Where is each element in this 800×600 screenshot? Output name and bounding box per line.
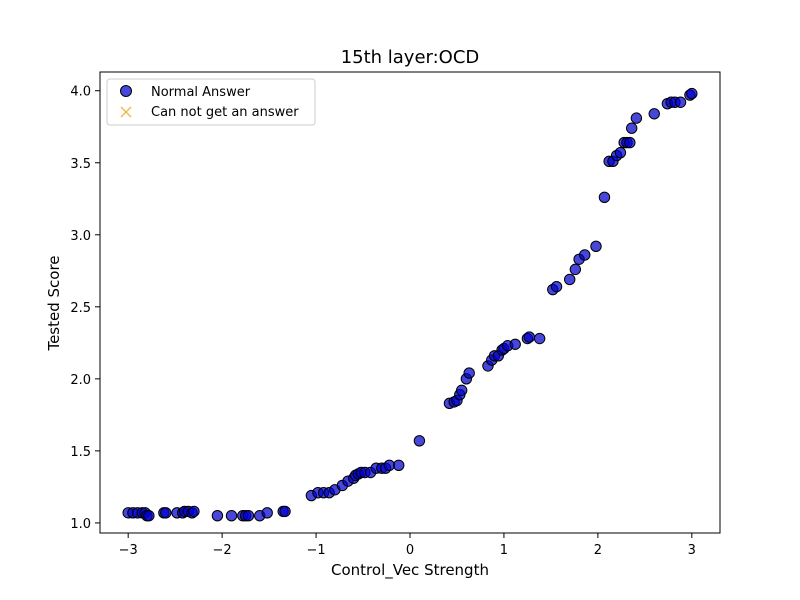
x-tick-label: −2 xyxy=(213,543,232,558)
legend-label-can-not-get-an-answer: Can not get an answer xyxy=(151,105,299,120)
data-point xyxy=(533,332,546,345)
data-point xyxy=(393,459,405,471)
y-tick-label: 3.5 xyxy=(70,157,91,172)
data-point xyxy=(579,249,591,261)
data-point xyxy=(686,87,698,100)
data-point xyxy=(523,331,536,343)
y-tick-label: 1.5 xyxy=(70,445,91,460)
data-point xyxy=(413,435,426,447)
y-tick-label: 2.0 xyxy=(70,373,91,388)
data-point xyxy=(160,507,172,519)
data-point xyxy=(463,367,475,379)
legend-label-normal-answer: Normal Answer xyxy=(151,85,251,100)
x-tick-label: 2 xyxy=(594,543,602,558)
y-axis-ticks: 1.0 1.5 2.0 2.5 3.0 3.5 4.0 xyxy=(70,85,100,532)
x-tick-label: 0 xyxy=(406,543,414,558)
data-point xyxy=(509,338,521,350)
data-point xyxy=(242,510,255,522)
x-axis-label: Control_Vec Strength xyxy=(331,561,489,580)
data-point xyxy=(143,510,155,522)
x-tick-label: −3 xyxy=(119,543,138,558)
x-tick-label: 1 xyxy=(500,543,508,558)
legend-marker-normal-answer xyxy=(120,85,132,97)
data-point xyxy=(383,459,396,471)
y-tick-label: 4.0 xyxy=(70,85,91,100)
x-tick-label: −1 xyxy=(306,543,325,558)
data-point xyxy=(674,96,687,108)
data-point xyxy=(590,240,602,253)
data-point xyxy=(598,191,611,204)
data-point xyxy=(624,136,636,149)
data-point xyxy=(569,263,582,276)
data-point xyxy=(563,273,576,286)
x-axis-ticks: −3 −2 −1 0 1 2 3 xyxy=(119,533,696,558)
data-point xyxy=(225,510,238,522)
data-point xyxy=(188,505,200,518)
legend-box xyxy=(106,78,316,126)
y-tick-label: 2.5 xyxy=(70,301,91,316)
data-point xyxy=(625,122,638,134)
data-point xyxy=(614,146,627,159)
data-point xyxy=(261,507,273,519)
data-point xyxy=(211,510,224,522)
x-tick-label: 3 xyxy=(688,543,696,558)
legend-marker-can-not-get-an-answer xyxy=(120,106,132,118)
data-points xyxy=(122,87,698,522)
y-tick-label: 3.0 xyxy=(70,229,91,244)
data-point xyxy=(550,280,563,293)
y-axis-label: Tested Score xyxy=(45,255,63,351)
y-tick-label: 1.0 xyxy=(70,517,91,532)
data-point xyxy=(648,108,660,120)
data-point xyxy=(630,112,643,124)
chart-title: 15th layer:OCD xyxy=(341,47,480,68)
data-point xyxy=(279,505,291,518)
data-point xyxy=(455,384,468,397)
legend: Normal Answer Can not get an answer xyxy=(106,78,316,126)
